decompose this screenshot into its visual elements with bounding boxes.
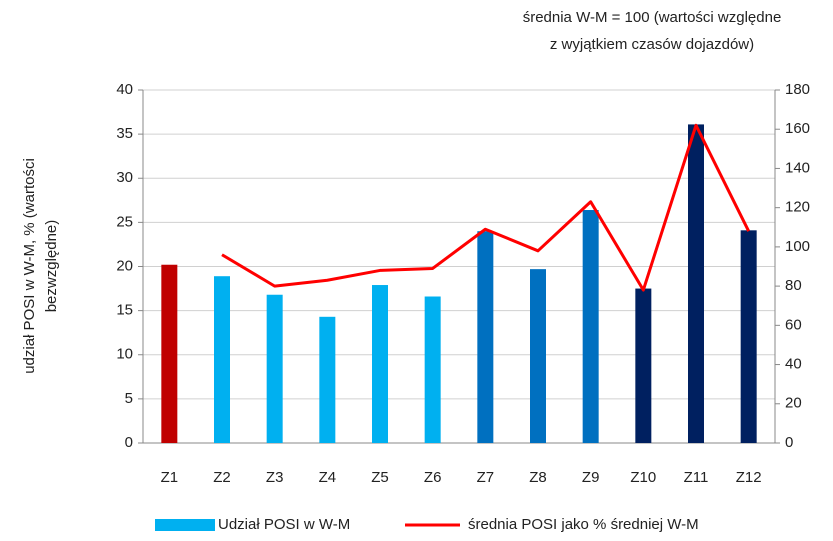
bar	[424, 296, 441, 443]
bar	[740, 230, 757, 443]
bar	[688, 124, 704, 443]
x-tick-label: Z1	[161, 469, 179, 486]
bar	[635, 288, 652, 443]
x-tick-label: Z6	[424, 469, 442, 486]
x-tick-label: Z3	[266, 469, 284, 486]
x-tick-label: Z9	[582, 469, 600, 486]
y-axis-label-line: udział POSI w W-M, % (wartości	[21, 158, 38, 374]
line	[221, 123, 751, 292]
bar	[530, 269, 546, 443]
y-tick-label: 20	[116, 257, 133, 274]
y-tick-label: 10	[116, 346, 133, 363]
bar	[266, 294, 283, 443]
y2-tick-label: 60	[785, 316, 802, 333]
bar	[161, 264, 178, 443]
legend-label: Udział POSI w W-M	[218, 516, 350, 533]
chart-title: z wyjątkiem czasów dojazdów)	[550, 36, 754, 53]
x-tick-label: Z2	[213, 469, 231, 486]
x-tick-label: Z7	[477, 469, 495, 486]
y-tick-label: 30	[116, 169, 133, 186]
bar	[477, 231, 494, 443]
y2-tick-label: 0	[785, 434, 793, 451]
y-tick-label: 5	[125, 390, 133, 407]
y-tick-label: 35	[116, 125, 133, 142]
y2-tick-label: 120	[785, 199, 810, 216]
bar	[214, 276, 230, 443]
y-tick-label: 40	[116, 81, 133, 98]
x-tick-label: Z4	[319, 469, 337, 486]
y2-tick-label: 100	[785, 238, 810, 255]
y2-tick-label: 20	[785, 395, 802, 412]
x-tick-label: Z10	[630, 469, 656, 486]
y-axis-label: udział POSI w W-M, % (wartości bezwzględ…	[21, 158, 60, 374]
y-tick-label: 15	[116, 302, 133, 319]
y2-tick-label: 40	[785, 356, 802, 373]
y-tick-label: 25	[116, 213, 133, 230]
x-tick-label: Z11	[684, 469, 709, 486]
legend-label: średnia POSI jako % średniej W-M	[468, 516, 699, 533]
y-tick-label: 0	[125, 434, 133, 451]
y2-tick-label: 80	[785, 277, 802, 294]
bar	[582, 210, 599, 443]
chart-title: średnia W-M = 100 (wartości względne	[523, 9, 782, 26]
bar	[319, 316, 336, 443]
x-tick-label: Z12	[736, 469, 762, 486]
x-tick-label: Z5	[371, 469, 389, 486]
y2-tick-label: 180	[785, 81, 810, 98]
y-axis-label-line: bezwzględne)	[43, 220, 60, 313]
y2-tick-label: 160	[785, 120, 810, 137]
x-tick-label: Z8	[529, 469, 547, 486]
bar	[372, 285, 388, 443]
y2-tick-label: 140	[785, 159, 810, 176]
legend-swatch	[155, 519, 215, 531]
